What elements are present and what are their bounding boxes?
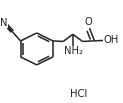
Text: HCl: HCl [70,89,87,99]
Text: NH₂: NH₂ [64,46,83,56]
Text: N: N [0,18,8,28]
Text: O: O [84,17,92,27]
Text: OH: OH [103,35,118,45]
